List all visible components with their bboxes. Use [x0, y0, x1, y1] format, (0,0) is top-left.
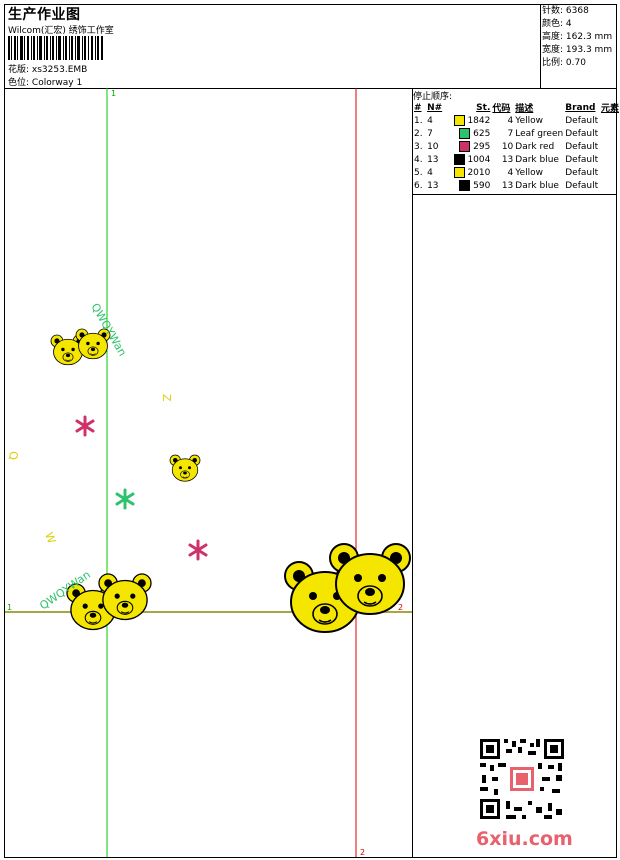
row-brand: Default — [565, 115, 599, 126]
barcode — [8, 36, 103, 60]
stat-stitches: 针数: 6368 — [542, 6, 589, 16]
col-header-num: # — [414, 102, 422, 113]
row-code: 7 — [507, 128, 514, 139]
bear-small-3 — [169, 454, 201, 482]
page-title: 生产作业图 — [8, 7, 81, 23]
company-name: Wilcom(汇宏) 绣饰工作室 — [8, 26, 114, 36]
design-canvas: 1 1 2 2 QWQYWan QWQYWan W Q Z — [5, 88, 412, 857]
design-name: 花版: xs3253.EMB — [8, 65, 88, 75]
guide-label-h1: 1 — [7, 603, 12, 612]
watermark: 6xiu.com — [476, 828, 573, 850]
col-header-n: N# — [427, 102, 443, 113]
row-stitches: 1842 — [453, 114, 492, 127]
row-stitches: 590 — [453, 179, 492, 192]
star-red-1 — [75, 415, 95, 437]
color-sequence-row: 2. 7 625 7 Leaf green Default — [413, 127, 620, 140]
color-sequence-row: 4. 13 1004 13 Dark blue Default — [413, 153, 620, 166]
row-stitches: 1004 — [453, 153, 492, 166]
color-swatch — [453, 167, 465, 178]
text-z: Z — [160, 394, 173, 402]
row-desc: Yellow — [515, 115, 543, 126]
row-needle: 13 — [427, 154, 439, 165]
row-brand: Default — [565, 128, 599, 139]
header-divider-h — [4, 88, 617, 89]
row-code: 4 — [507, 115, 514, 126]
row-code: 13 — [501, 154, 514, 165]
col-header-desc: 描述 — [515, 104, 534, 114]
color-swatch — [459, 141, 471, 152]
row-num: 6. — [414, 180, 423, 191]
color-swatch — [459, 128, 471, 139]
text-q: Q — [6, 450, 20, 461]
color-sequence-row: 1. 4 1842 4 Yellow Default — [413, 114, 620, 127]
stat-colors: 颜色: 4 — [542, 19, 572, 29]
col-header-brand: Brand — [565, 102, 596, 113]
row-num: 4. — [414, 154, 423, 165]
row-num: 1. — [414, 115, 423, 126]
row-needle: 4 — [427, 167, 433, 178]
canvas-divider-v — [412, 88, 413, 858]
col-header-stitches: St. — [476, 102, 491, 113]
table-divider-h — [412, 194, 617, 195]
colorway: 色位: Colorway 1 — [8, 78, 83, 88]
col-header-code: 代码 — [492, 104, 511, 114]
color-sequence-row: 3. 10 295 10 Dark red Default — [413, 140, 620, 153]
row-stitches: 625 — [453, 127, 492, 140]
row-code: 13 — [501, 180, 514, 191]
qr-code — [478, 737, 566, 821]
row-num: 3. — [414, 141, 423, 152]
guide-label-v1: 1 — [111, 89, 116, 98]
star-green — [115, 488, 135, 510]
color-swatch — [459, 180, 471, 191]
stat-width: 宽度: 193.3 mm — [542, 45, 613, 55]
row-desc: Leaf green — [515, 128, 564, 139]
text-w: W — [42, 531, 58, 546]
color-sequence-row: 5. 4 2010 4 Yellow Default — [413, 166, 620, 179]
star-red-2 — [188, 539, 208, 561]
row-desc: Yellow — [515, 167, 543, 178]
row-brand: Default — [565, 180, 599, 191]
row-desc: Dark blue — [515, 180, 559, 191]
row-stitches: 295 — [453, 140, 492, 153]
row-desc: Dark blue — [515, 154, 559, 165]
color-sequence-table: # N# St. 代码 描述 Brand 元素 1. 4 1842 4 Yellow D… — [413, 101, 620, 192]
row-needle: 4 — [427, 115, 433, 126]
col-header-element: 元素 — [600, 104, 619, 114]
page-frame — [4, 4, 617, 858]
row-stitches: 2010 — [453, 166, 492, 179]
guide-label-h2: 2 — [398, 603, 403, 612]
row-needle: 13 — [427, 180, 439, 191]
header-divider-v — [540, 4, 541, 88]
row-needle: 10 — [427, 141, 439, 152]
stat-scale: 比例: 0.70 — [542, 58, 586, 68]
row-desc: Dark red — [515, 141, 555, 152]
color-swatch — [453, 115, 465, 126]
row-needle: 7 — [427, 128, 433, 139]
color-sequence-title: 停止顺序: — [413, 92, 453, 102]
row-code: 4 — [507, 167, 514, 178]
color-swatch — [453, 154, 465, 165]
row-brand: Default — [565, 141, 599, 152]
row-num: 5. — [414, 167, 423, 178]
stat-height: 高度: 162.3 mm — [542, 32, 613, 42]
row-num: 2. — [414, 128, 423, 139]
row-code: 10 — [501, 141, 514, 152]
row-brand: Default — [565, 167, 599, 178]
row-brand: Default — [565, 154, 599, 165]
color-sequence-row: 6. 13 590 13 Dark blue Default — [413, 179, 620, 192]
guide-label-v2: 2 — [360, 848, 365, 857]
